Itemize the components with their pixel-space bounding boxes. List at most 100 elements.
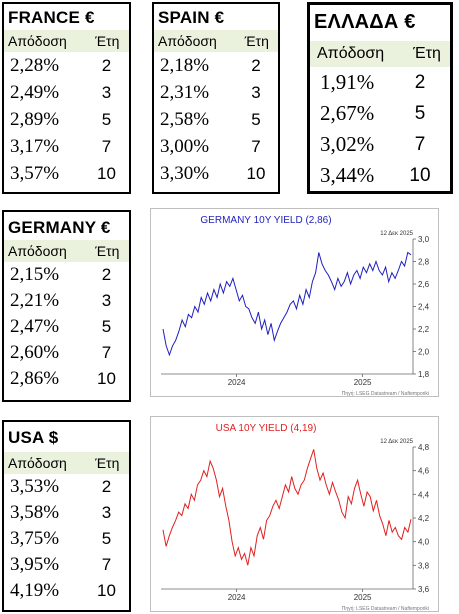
france-yield-value: 2,49% <box>10 81 60 103</box>
germany-source-label: Πηγή: LSEG Datastream / Naftemporiki <box>342 390 429 397</box>
france-yield-value: 3,57% <box>10 162 60 184</box>
usa-maturity-years: 2 <box>101 477 112 496</box>
germany-y-tick-label: 2,4 <box>418 303 430 312</box>
usa-x-tick-label: 2025 <box>354 593 372 602</box>
france-yield-value: 2,89% <box>10 108 60 130</box>
germany-yield-value: 2,21% <box>10 290 60 311</box>
greece-maturity-years: 7 <box>414 133 426 155</box>
france-maturity-years: 7 <box>101 136 112 156</box>
france-yield-value: 2,28% <box>10 54 60 76</box>
germany-header-row: Απόδοση Έτη <box>4 240 129 262</box>
germany-chart-svg: GERMANY 10Y YIELD (2,86) 12 Δεκ 2025 1,8 2,… <box>161 215 430 397</box>
germany-col-yield: Απόδοση <box>8 243 67 259</box>
usa-row: 3,95% 7 <box>4 552 129 578</box>
france-col-years: Έτη <box>95 33 120 49</box>
france-maturity-years: 2 <box>101 55 112 75</box>
spain-col-yield: Απόδοση <box>158 33 217 49</box>
greece-yield-table: ΕΛΛΑΔΑ € Απόδοση Έτη 1,91% 2 2,67% 5 3,02% 7 3… <box>307 2 453 194</box>
france-col-yield: Απόδοση <box>8 33 67 49</box>
france-row: 2,89% 5 <box>4 106 129 133</box>
greece-maturity-years: 5 <box>414 102 426 124</box>
germany-y-tick-label: 2,6 <box>418 280 430 289</box>
germany-row: 2,60% 7 <box>4 340 129 366</box>
germany-date-label: 12 Δεκ 2025 <box>380 231 413 237</box>
usa-yield-value: 3,58% <box>10 502 60 523</box>
germany-yield-value: 2,15% <box>10 264 60 285</box>
spain-maturity-years: 7 <box>251 136 261 156</box>
usa-row: 3,58% 3 <box>4 500 129 526</box>
greece-col-years: Έτη <box>413 45 441 62</box>
germany-yield-value: 2,60% <box>10 342 60 363</box>
spain-col-years: Έτη <box>244 33 269 49</box>
spain-maturity-years: 5 <box>251 109 261 129</box>
usa-maturity-years: 10 <box>97 581 116 600</box>
usa-row: 4,19% 10 <box>4 578 129 604</box>
france-row: 2,49% 3 <box>4 79 129 106</box>
spain-maturity-years: 3 <box>251 82 261 102</box>
france-maturity-years: 10 <box>97 163 116 183</box>
usa-10y-chart: USA 10Y YIELD (4,19) 12 Δεκ 2025 3,6 3,8 4,0… <box>150 416 439 612</box>
greece-yield-value: 3,44% <box>320 163 375 187</box>
usa-y-tick-label: 4,2 <box>418 514 430 523</box>
spain-row: 3,00% 7 <box>154 133 278 160</box>
usa-y-tick-label: 4,4 <box>418 490 430 499</box>
usa-x-tick-label: 2024 <box>228 593 246 602</box>
france-title: FRANCE € <box>8 8 95 27</box>
germany-row: 2,86% 10 <box>4 366 129 392</box>
greece-row: 1,91% 2 <box>310 67 450 98</box>
germany-col-years: Έτη <box>95 243 120 259</box>
germany-maturity-years: 3 <box>101 291 112 310</box>
germany-chart-title: GERMANY 10Y YIELD (2,86) <box>200 215 331 226</box>
spain-maturity-years: 2 <box>251 55 261 75</box>
usa-header-row: Απόδοση Έτη <box>4 452 129 474</box>
germany-x-tick-label: 2024 <box>228 378 246 387</box>
germany-10y-chart: GERMANY 10Y YIELD (2,86) 12 Δεκ 2025 1,8 2,… <box>150 208 439 397</box>
france-row: 2,28% 2 <box>4 52 129 79</box>
germany-row: 2,47% 5 <box>4 314 129 340</box>
spain-yield-value: 2,31% <box>160 81 210 103</box>
spain-maturity-years: 10 <box>246 163 266 183</box>
usa-yield-value: 4,19% <box>10 580 60 601</box>
germany-row: 2,21% 3 <box>4 288 129 314</box>
france-yield-table: FRANCE € Απόδοση Έτη 2,28% 2 2,49% 3 2,89% 5 3… <box>2 2 131 194</box>
spain-title: SPAIN € <box>158 8 225 27</box>
usa-chart-svg: USA 10Y YIELD (4,19) 12 Δεκ 2025 3,6 3,8 4,0… <box>161 423 430 612</box>
france-maturity-years: 5 <box>101 109 112 129</box>
greece-maturity-years: 2 <box>414 71 426 93</box>
greece-row: 3,44% 10 <box>310 160 450 191</box>
greece-row: 3,02% 7 <box>310 129 450 160</box>
france-row: 3,57% 10 <box>4 160 129 187</box>
usa-y-tick-label: 4,8 <box>418 443 430 452</box>
germany-yield-line <box>162 251 412 357</box>
usa-y-tick-label: 4,6 <box>418 467 430 476</box>
germany-maturity-years: 10 <box>97 369 116 388</box>
usa-maturity-years: 3 <box>101 503 112 522</box>
greece-title: ΕΛΛΑΔΑ € <box>314 11 416 33</box>
france-row: 3,17% 7 <box>4 133 129 160</box>
usa-source-label: Πηγή: LSEG Datastream / Naftemporiki <box>342 605 429 612</box>
usa-row: 3,53% 2 <box>4 474 129 500</box>
germany-y-tick-label: 2,2 <box>418 325 430 334</box>
usa-date-label: 12 Δεκ 2025 <box>380 439 413 445</box>
spain-yield-value: 2,58% <box>160 108 210 130</box>
germany-title: GERMANY € <box>8 218 111 237</box>
germany-row: 2,15% 2 <box>4 262 129 288</box>
usa-col-years: Έτη <box>95 455 120 471</box>
germany-y-tick-label: 1,8 <box>418 370 430 379</box>
spain-row: 2,18% 2 <box>154 52 278 79</box>
spain-yield-value: 3,30% <box>160 162 210 184</box>
usa-yield-table: USA $ Απόδοση Έτη 3,53% 2 3,58% 3 3,75% 5 3,95… <box>2 420 131 612</box>
spain-row: 3,30% 10 <box>154 160 278 187</box>
germany-yield-value: 2,47% <box>10 316 60 337</box>
greece-yield-value: 3,02% <box>320 132 375 156</box>
germany-x-tick-label: 2025 <box>354 378 372 387</box>
greece-col-yield: Απόδοση <box>317 45 385 62</box>
germany-maturity-years: 2 <box>101 265 112 284</box>
germany-maturity-years: 5 <box>101 317 112 336</box>
germany-y-tick-label: 3,0 <box>418 235 430 244</box>
usa-chart-title: USA 10Y YIELD (4,19) <box>216 423 317 434</box>
spain-yield-value: 3,00% <box>160 135 210 157</box>
usa-title: USA $ <box>8 428 59 447</box>
usa-yield-value: 3,53% <box>10 476 60 497</box>
greece-maturity-years: 10 <box>409 164 431 186</box>
